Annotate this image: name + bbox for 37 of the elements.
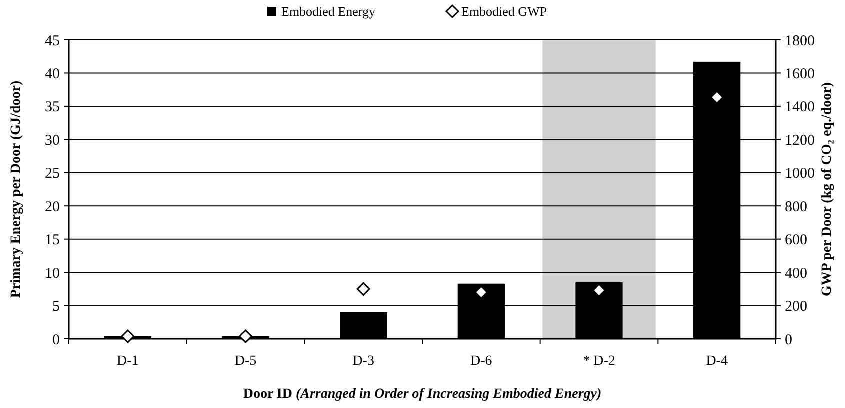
y2-tick-label: 1800: [785, 33, 815, 50]
x-tick-label: D-4: [706, 354, 728, 369]
x-tick-label: D-1: [117, 354, 139, 369]
x-tick-label: D-5: [234, 354, 257, 369]
y2-tick-label: 1000: [785, 166, 815, 182]
y-tick-label: 15: [45, 232, 60, 249]
x-tick-label: D-6: [470, 354, 492, 369]
y2-tick-label: 600: [785, 232, 808, 249]
point: [474, 286, 488, 300]
point: [239, 330, 252, 344]
point: [710, 90, 724, 104]
x-tick-label: D-3: [352, 354, 374, 369]
y-tick-label: 35: [45, 100, 60, 116]
y2-tick-label: 800: [785, 199, 808, 216]
point: [356, 282, 370, 296]
x-axis-title: Door ID (Arranged in Order of Increasing Embodied Energy): [243, 387, 602, 402]
point: [121, 330, 135, 344]
y2-axis-title: GWP per Door (kg of CO₂ eq./door): [820, 82, 835, 297]
y-tick-label: 20: [45, 199, 60, 216]
y-tick-label: 0: [52, 332, 60, 348]
y2-tick-label: 1400: [785, 100, 815, 116]
y2-tick-label: 1200: [785, 132, 815, 149]
y-tick-label: 25: [45, 166, 60, 182]
y-tick-label: 45: [45, 33, 60, 50]
y2-tick-label: 200: [785, 299, 808, 316]
y-tick-label: 40: [45, 66, 60, 82]
y-axis-title: Primary Energy per Door (GJ/door): [9, 80, 24, 298]
point: [592, 284, 606, 298]
legend-label: Embodied GWP: [462, 4, 548, 19]
y2-tick-label: 0: [785, 332, 792, 348]
y-tick-label: 5: [52, 299, 60, 316]
x-tick-label: * D-2: [583, 354, 616, 369]
y-tick-label: 10: [45, 266, 60, 282]
y2-tick-label: 400: [785, 266, 808, 282]
y2-tick-label: 1600: [785, 66, 815, 82]
legend-label: Embodied Energy: [282, 4, 376, 19]
y-tick-label: 30: [45, 132, 60, 149]
